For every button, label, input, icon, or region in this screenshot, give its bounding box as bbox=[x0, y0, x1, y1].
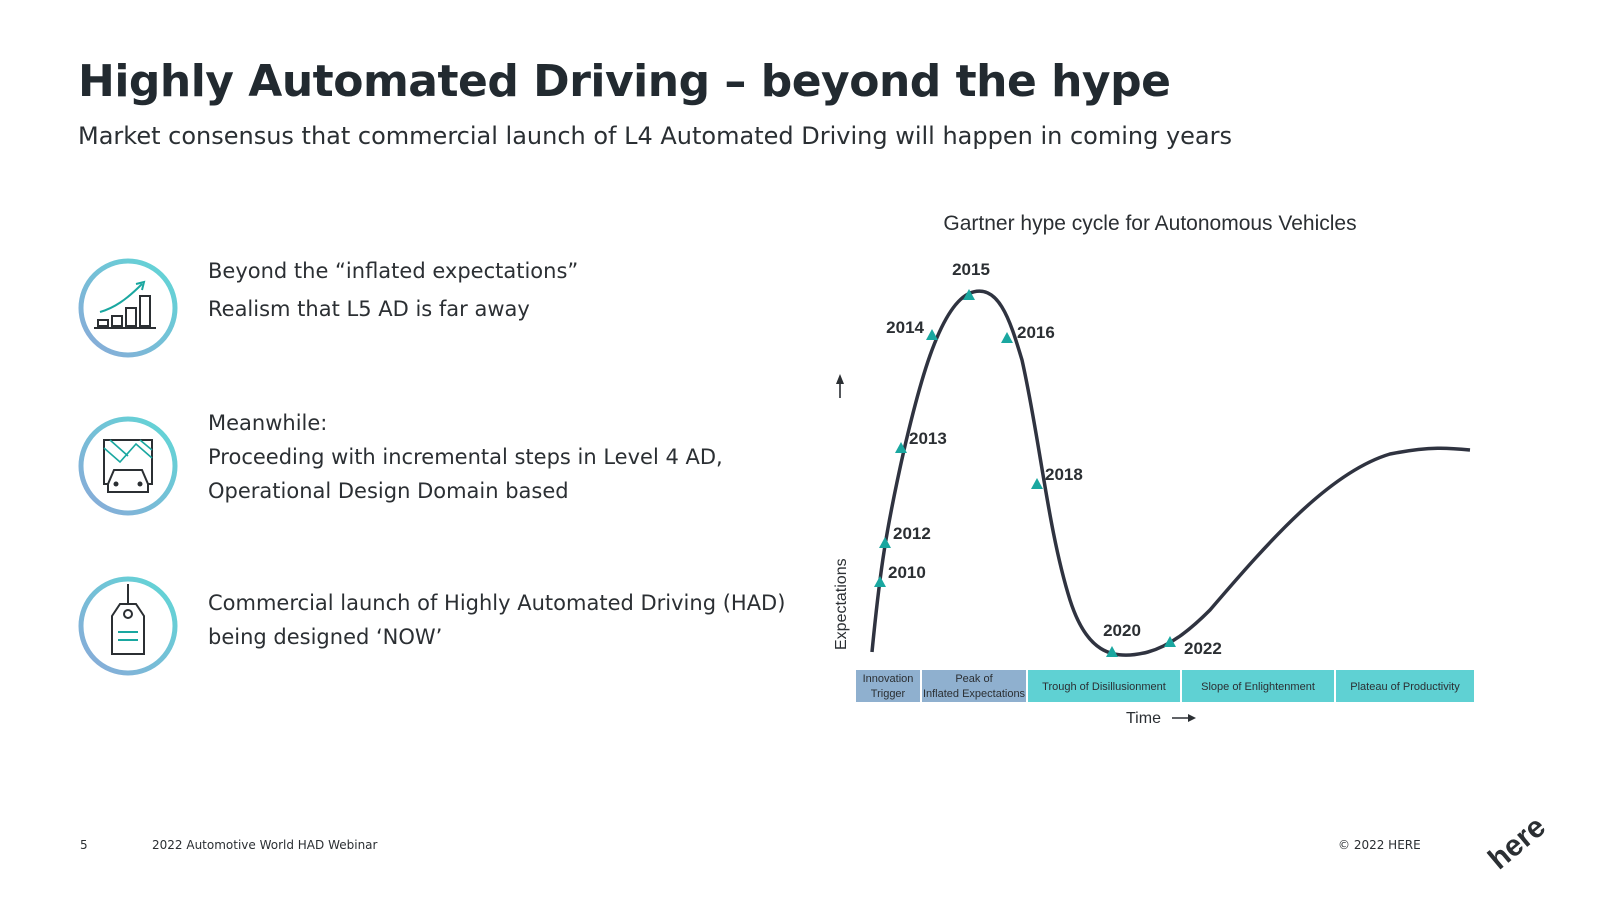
year-marker bbox=[1106, 646, 1118, 657]
footer-event: 2022 Automotive World HAD Webinar bbox=[152, 838, 378, 852]
y-axis-arrow-head bbox=[836, 374, 844, 384]
x-axis: Time bbox=[1126, 710, 1196, 727]
phase-box bbox=[1028, 670, 1180, 702]
bullet-2-line-2: Proceeding with incremental steps in Lev… bbox=[208, 445, 723, 469]
bullet-2-line-1: Meanwhile: bbox=[208, 411, 328, 435]
phase-box bbox=[856, 670, 920, 702]
phase-label: Peak of Inflated Expectations bbox=[923, 673, 1026, 700]
year-label: 2022 bbox=[1184, 639, 1222, 658]
car-map-icon bbox=[78, 416, 178, 516]
logo-wordmark: here bbox=[1482, 810, 1552, 870]
here-logo: here bbox=[1482, 810, 1552, 870]
year-marker bbox=[1001, 332, 1013, 343]
bullet-2-line-3: Operational Design Domain based bbox=[208, 479, 569, 503]
page-number: 5 bbox=[80, 838, 88, 852]
year-label: 2012 bbox=[893, 524, 931, 543]
year-label: 2014 bbox=[886, 318, 924, 337]
phase-box bbox=[1336, 670, 1474, 702]
year-marker bbox=[874, 576, 886, 587]
phase-label: Slope of Enlightenment bbox=[1201, 681, 1315, 693]
chart-title: Gartner hype cycle for Autonomous Vehicl… bbox=[943, 212, 1356, 235]
year-marker bbox=[895, 442, 907, 453]
x-axis-label: Time bbox=[1126, 710, 1161, 727]
year-label: 2016 bbox=[1017, 323, 1055, 342]
bullet-2-text: Meanwhile: Proceeding with incremental s… bbox=[208, 406, 723, 508]
bullet-3-line-2: being designed ‘NOW’ bbox=[208, 625, 443, 649]
bullet-3-line-1: Commercial launch of Highly Automated Dr… bbox=[208, 591, 786, 615]
year-marker bbox=[926, 329, 938, 340]
year-label: 2010 bbox=[888, 563, 926, 582]
year-label: 2013 bbox=[909, 429, 947, 448]
hype-curve bbox=[870, 289, 1471, 657]
year-markers: 2010 2012 2013 2014 2015 2016 2018 2020 2022 bbox=[874, 260, 1222, 658]
year-label: 2015 bbox=[952, 260, 990, 279]
bullet-1-line-1: Beyond the “inflated expectations” bbox=[208, 259, 579, 283]
year-marker bbox=[879, 537, 891, 548]
growth-chart-icon bbox=[78, 258, 178, 358]
phase-label: Innovation Trigger bbox=[863, 673, 914, 700]
year-label: 2020 bbox=[1103, 621, 1141, 640]
price-tag-icon bbox=[78, 576, 178, 676]
year-marker bbox=[1031, 478, 1043, 489]
phase-bar: Innovation Trigger Peak of Inflated Expecta… bbox=[856, 670, 1474, 702]
y-axis-label: Expectations bbox=[833, 558, 850, 650]
phase-box bbox=[922, 670, 1026, 702]
hype-cycle-chart: Gartner hype cycle for Autonomous Vehicl… bbox=[833, 212, 1474, 727]
phase-label: Trough of Disillusionment bbox=[1042, 681, 1166, 693]
year-marker bbox=[963, 289, 975, 300]
slide-title: Highly Automated Driving – beyond the hy… bbox=[78, 56, 1171, 107]
y-axis: Expectations bbox=[833, 374, 850, 650]
phase-box bbox=[1182, 670, 1334, 702]
year-marker bbox=[1164, 636, 1176, 647]
x-axis-arrow-head bbox=[1188, 714, 1196, 722]
bullet-3-text: Commercial launch of Highly Automated Dr… bbox=[208, 586, 785, 654]
slide-subtitle: Market consensus that commercial launch … bbox=[78, 122, 1233, 150]
phase-label: Plateau of Productivity bbox=[1350, 681, 1460, 693]
bullet-1-line-2: Realism that L5 AD is far away bbox=[208, 297, 530, 321]
year-label: 2018 bbox=[1045, 465, 1083, 484]
bullet-1-text: Beyond the “inflated expectations” Reali… bbox=[208, 254, 578, 326]
footer-copyright: © 2022 HERE bbox=[1338, 838, 1421, 852]
